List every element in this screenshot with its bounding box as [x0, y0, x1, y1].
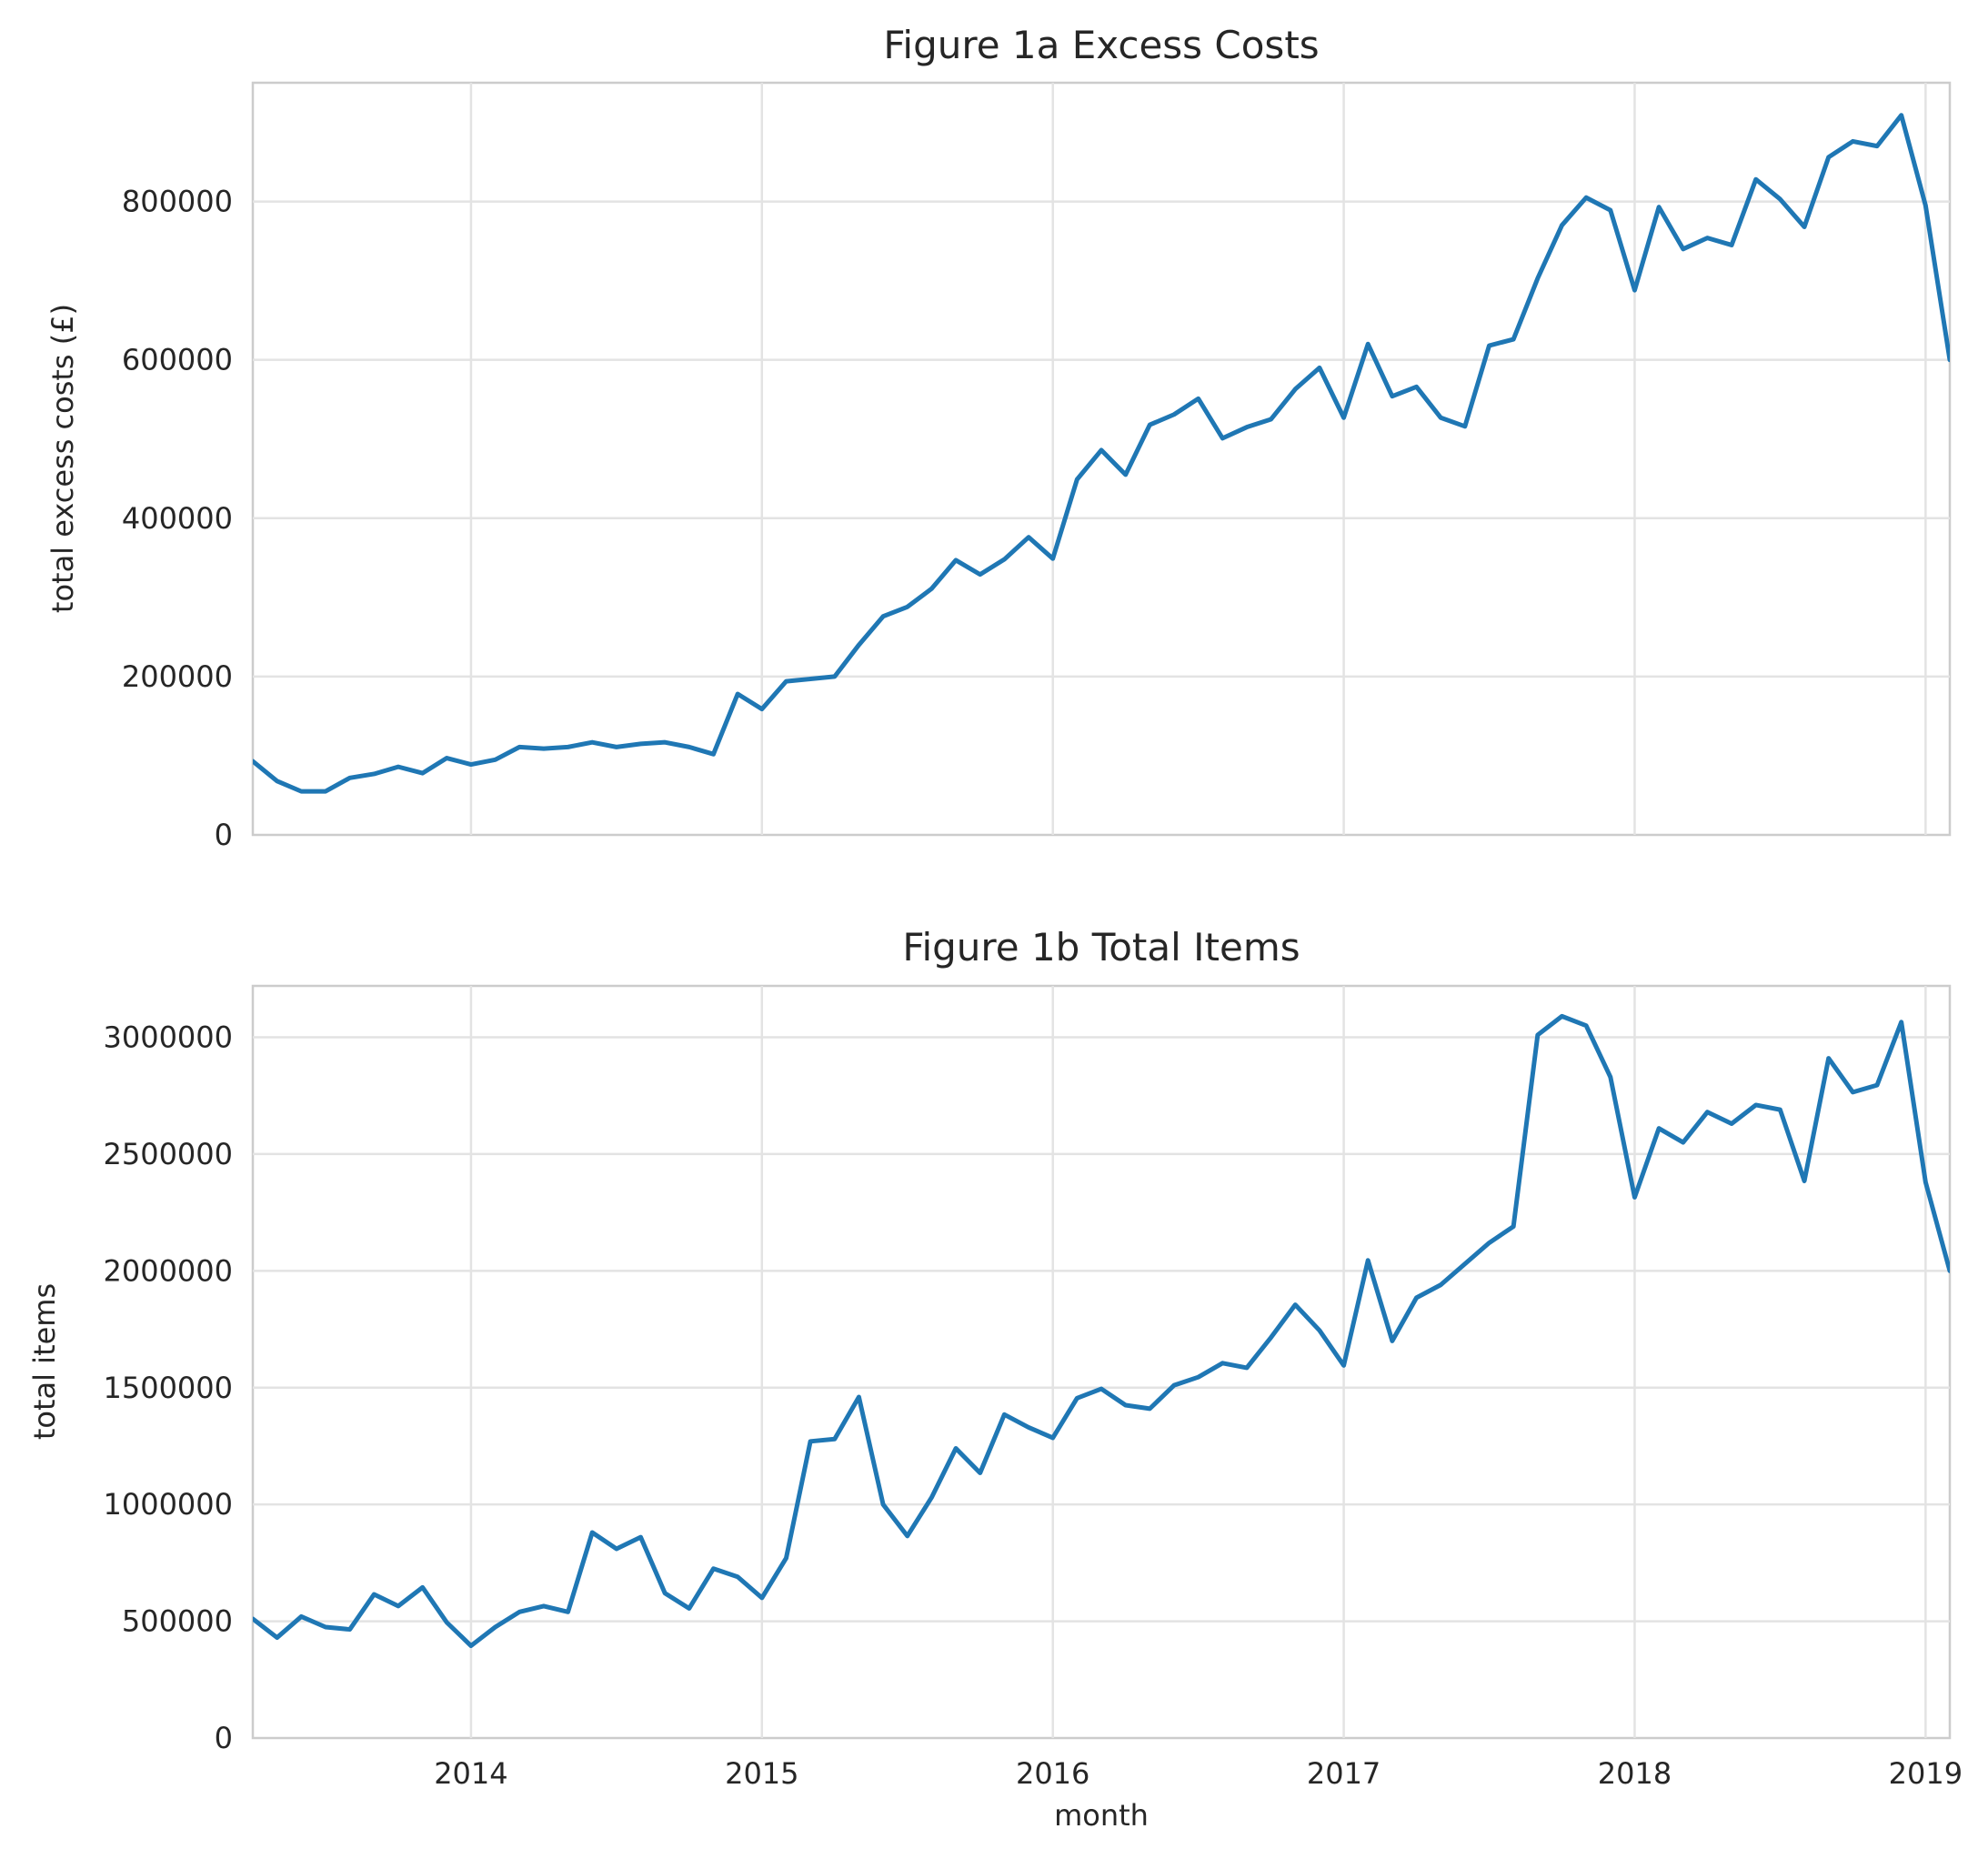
chart-title-total-items: Figure 1b Total Items	[902, 925, 1300, 970]
x-tick-label: 2014	[434, 1756, 507, 1791]
y-tick-label: 500000	[122, 1604, 233, 1639]
y-tick-label: 1000000	[103, 1487, 233, 1522]
x-tick-label: 2018	[1598, 1756, 1672, 1791]
y-tick-label: 200000	[122, 659, 233, 694]
x-tick-label: 2017	[1307, 1756, 1381, 1791]
y-tick-label: 800000	[122, 185, 233, 219]
x-tick-label: 2019	[1889, 1756, 1963, 1791]
series-line-total-items	[253, 1013, 1950, 1649]
chart-title-excess-costs: Figure 1a Excess Costs	[883, 23, 1319, 67]
x-tick-label: 2016	[1016, 1756, 1089, 1791]
y-tick-group: 0 200000 400000 600000 800000	[122, 185, 233, 852]
plot-area-total-items	[251, 984, 1952, 1740]
series-line-excess-costs	[253, 113, 1950, 794]
x-tick-label: 2015	[725, 1756, 798, 1791]
y-tick-label: 2500000	[103, 1137, 233, 1171]
y-tick-label: 3000000	[103, 1020, 233, 1055]
y-tick-label: 2000000	[103, 1253, 233, 1288]
grid-group	[253, 83, 1950, 835]
plot-area-excess-costs	[251, 81, 1952, 837]
y-axis-label-total-items: total items	[27, 1283, 62, 1440]
panel-excess-costs: 0 200000 400000 600000 800000 Figure 1a Exce…	[45, 23, 1952, 852]
panel-total-items: 0 500000 1000000 1500000 2000000 2500000 30000…	[27, 925, 1963, 1833]
x-tick-group: 2014 2015 2016 2017 2018 2019	[434, 1756, 1963, 1791]
y-tick-label: 0	[215, 818, 233, 852]
y-tick-label: 0	[215, 1721, 233, 1755]
y-tick-group: 0 500000 1000000 1500000 2000000 2500000 30000…	[103, 1020, 233, 1755]
y-axis-label-excess-costs: total excess costs (£)	[45, 304, 80, 613]
y-tick-label: 600000	[122, 343, 233, 377]
x-axis-label-month: month	[1054, 1798, 1149, 1833]
y-tick-label: 1500000	[103, 1371, 233, 1405]
y-tick-label: 400000	[122, 501, 233, 536]
